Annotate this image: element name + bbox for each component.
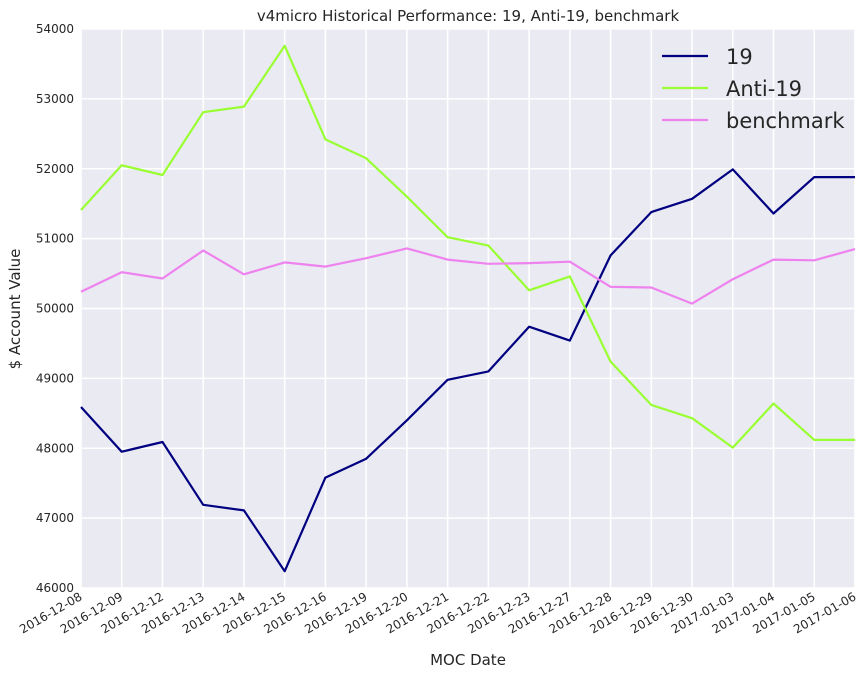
y-tick-label: 54000 xyxy=(36,22,74,36)
series-line-benchmark xyxy=(80,247,856,305)
y-tick-label: 50000 xyxy=(36,302,74,316)
y-tick-label: 52000 xyxy=(36,162,74,176)
y-tick-label: 46000 xyxy=(36,581,74,595)
legend-label: 19 xyxy=(726,45,753,69)
x-tick-labels: 2016-12-082016-12-092016-12-122016-12-13… xyxy=(17,589,858,636)
grid-lines xyxy=(80,28,856,589)
y-axis-label: $ Account Value xyxy=(6,249,24,370)
y-tick-label: 53000 xyxy=(36,92,74,106)
series-line-anti-19 xyxy=(80,44,855,449)
y-tick-label: 49000 xyxy=(36,371,74,385)
y-tick-label: 51000 xyxy=(36,232,74,246)
chart-title: v4micro Historical Performance: 19, Anti… xyxy=(257,7,680,25)
y-tick-label: 47000 xyxy=(36,511,74,525)
y-tick-label: 48000 xyxy=(36,441,74,455)
y-tick-labels: 46000 47000 48000 49000 50000 51000 52000 53000… xyxy=(36,22,74,595)
series-lines xyxy=(80,44,856,573)
legend-label: benchmark xyxy=(726,109,845,133)
legend-label: Anti-19 xyxy=(726,77,802,101)
legend: 19 Anti-19 benchmark xyxy=(662,45,845,133)
x-axis-label: MOC Date xyxy=(430,651,506,669)
series-line-19 xyxy=(80,168,855,573)
